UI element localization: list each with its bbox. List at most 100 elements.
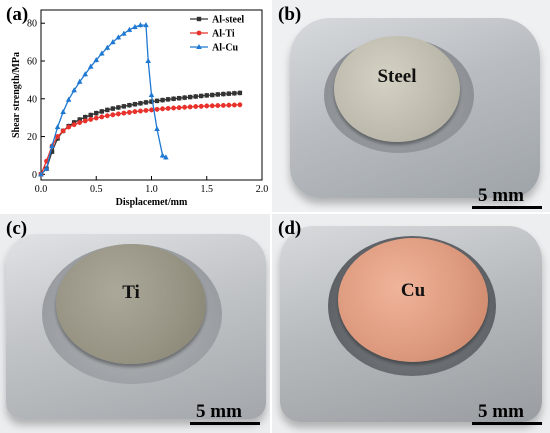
data-point (226, 91, 232, 96)
data-point (49, 143, 55, 148)
data-point (165, 97, 171, 102)
data-point (187, 94, 193, 100)
panel-label-a: (a) (6, 4, 29, 25)
data-point (88, 116, 94, 122)
data-point (60, 109, 66, 114)
data-point (171, 105, 177, 111)
data-point (110, 106, 116, 111)
data-point (231, 102, 237, 108)
data-point (196, 44, 202, 49)
x-tick-label: 2.0 (256, 184, 269, 195)
scale-text-d: 5 mm (478, 401, 524, 422)
x-tick-label: 0.5 (90, 184, 103, 195)
steel-disc (334, 36, 460, 142)
data-point (115, 111, 121, 117)
data-point (210, 92, 215, 98)
data-point (110, 39, 116, 45)
data-point (126, 26, 133, 32)
data-point (88, 112, 93, 118)
data-point (87, 63, 94, 69)
y-tick-label: 0 (32, 170, 37, 181)
data-point (160, 106, 165, 112)
data-point (148, 92, 155, 97)
x-tick-label: 1.5 (201, 184, 214, 195)
data-point (38, 171, 44, 177)
data-point (55, 134, 60, 139)
data-point (60, 128, 66, 134)
x-axis-label: Displacemet/mm (116, 197, 188, 208)
series-al-steel (38, 90, 243, 177)
data-point (149, 99, 154, 104)
data-point (77, 117, 82, 122)
ti-label: Ti (122, 282, 140, 303)
legend-item: Al-Cu (190, 43, 239, 54)
data-point (110, 112, 116, 118)
series-al-cu (38, 22, 169, 177)
series-al-ti (38, 102, 243, 177)
data-point (226, 102, 232, 108)
y-tick-label: 80 (27, 19, 37, 30)
data-point (94, 110, 99, 116)
data-point (99, 114, 105, 120)
data-point (154, 126, 160, 131)
data-point (215, 103, 221, 108)
data-point (193, 104, 199, 109)
x-tick-label: 0.0 (35, 184, 48, 195)
cu-label: Cu (400, 280, 426, 301)
photo-panel-steel: Steel (b) 5 mm (272, 0, 550, 212)
data-point (193, 94, 198, 99)
data-point (215, 92, 220, 97)
data-point (143, 100, 149, 105)
data-point (237, 102, 243, 108)
legend-label: Al-steel (212, 15, 244, 26)
data-point (82, 118, 88, 124)
legend-item: Al-Ti (190, 29, 235, 40)
data-point (160, 97, 165, 103)
cu-disc (338, 238, 488, 362)
data-point (171, 96, 176, 101)
data-point (66, 124, 72, 130)
scale-text-b: 5 mm (478, 185, 524, 206)
data-point (154, 106, 160, 112)
data-point (199, 93, 204, 99)
scale-bar-c (190, 422, 260, 425)
steel-label: Steel (377, 66, 417, 87)
data-point (145, 58, 151, 63)
y-tick-label: 20 (27, 132, 37, 143)
data-point (159, 152, 166, 158)
panel-label-d: (d) (278, 218, 302, 239)
data-point (221, 91, 226, 97)
chart-panel: (a) 0.0 0.5 1.0 1.5 2.0 0 20 40 60 80 Displacemet/… (0, 0, 270, 212)
data-point (176, 105, 182, 111)
scale-bar-d (472, 422, 542, 425)
data-point (237, 90, 243, 96)
data-point (196, 30, 202, 36)
photo-panel-ti: Ti (c) 5 mm (0, 214, 270, 433)
data-point (182, 104, 188, 110)
ti-disc (56, 244, 206, 364)
data-point (54, 124, 61, 130)
data-point (182, 95, 187, 100)
data-point (132, 24, 138, 29)
legend-item: Al-steel (190, 15, 244, 26)
data-point (149, 107, 154, 113)
data-point (176, 96, 182, 101)
series-line (40, 24, 167, 175)
data-point (154, 98, 160, 104)
data-point (105, 107, 110, 113)
shear-strength-chart: 0.0 0.5 1.0 1.5 2.0 0 20 40 60 80 Displacemet/mm Sh… (11, 9, 269, 208)
data-point (232, 91, 237, 96)
data-point (104, 113, 110, 119)
y-tick-label: 60 (27, 57, 37, 68)
data-point (198, 103, 204, 109)
data-point (137, 22, 144, 28)
data-point (209, 103, 215, 109)
data-point (116, 105, 121, 110)
data-point (126, 109, 132, 115)
data-point (82, 71, 88, 77)
data-point (83, 114, 88, 120)
data-point (165, 106, 171, 111)
data-point (93, 115, 99, 121)
data-point (98, 50, 105, 56)
panel-label-c: (c) (6, 218, 28, 239)
